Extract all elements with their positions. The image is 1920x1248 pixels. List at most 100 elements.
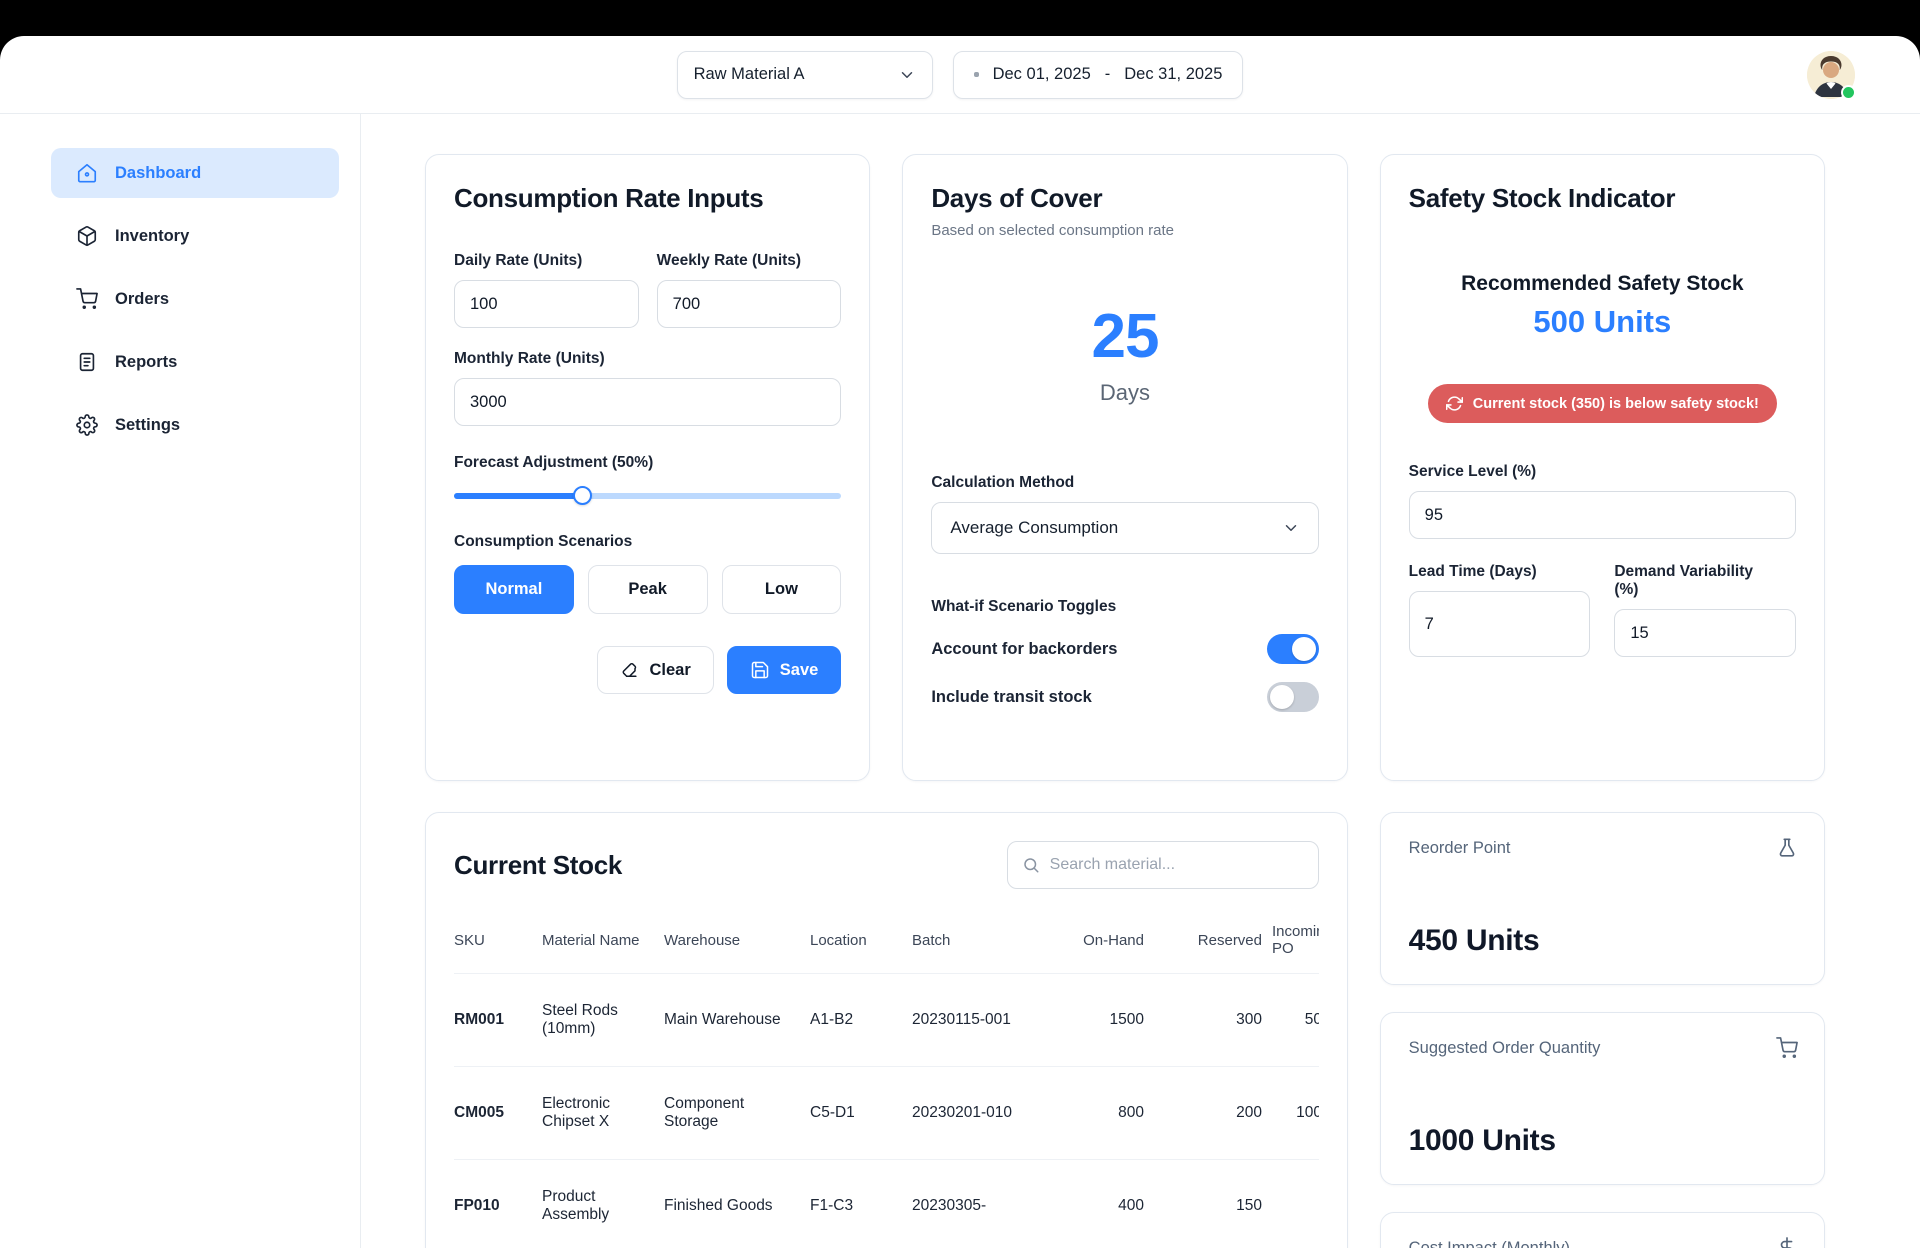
cell-sku: FP010 xyxy=(454,1159,542,1248)
weekly-rate-input[interactable] xyxy=(656,280,842,328)
daily-rate-label: Daily Rate (Units) xyxy=(454,252,583,269)
save-icon xyxy=(751,661,769,679)
date-range-separator: - xyxy=(1104,65,1111,83)
card-subtitle: Based on selected consumption rate xyxy=(931,222,1174,239)
kpi-stack: Reorder Point 450 Units Suggested Order … xyxy=(1379,812,1825,1248)
table-row[interactable]: FP010 Product Assembly Finished Goods F1… xyxy=(454,1159,1319,1248)
main-content: Consumption Rate Inputs Daily Rate (Unit… xyxy=(361,114,1920,1248)
column-header-on-hand: On-Hand xyxy=(1083,931,1144,949)
cell-on-hand: 800 xyxy=(1054,1066,1154,1160)
monthly-rate-label: Monthly Rate (Units) xyxy=(454,350,605,367)
flask-icon xyxy=(1779,838,1795,857)
date-range-start: Dec 01, 2025 xyxy=(992,65,1091,83)
forecast-adjustment-slider[interactable] xyxy=(454,486,842,505)
user-avatar[interactable] xyxy=(1807,51,1856,100)
home-icon xyxy=(77,163,97,183)
toggle-knob xyxy=(1269,685,1294,709)
sidebar-item-label: Reports xyxy=(115,352,178,371)
search-input[interactable] xyxy=(1049,856,1304,874)
cell-warehouse: Component Storage xyxy=(664,1066,810,1160)
reorder-point-value: 450 Units xyxy=(1408,924,1540,957)
sidebar-item-settings[interactable]: Settings xyxy=(51,400,339,450)
scenario-low-button[interactable]: Low xyxy=(721,565,842,614)
cart-icon xyxy=(76,288,98,309)
weekly-rate-label: Weekly Rate (Units) xyxy=(656,252,802,269)
demand-variability-input[interactable] xyxy=(1614,609,1796,657)
column-header-reserved: Reserved xyxy=(1197,931,1262,949)
monthly-rate-input[interactable] xyxy=(454,378,842,426)
column-header-material-name: Material Name xyxy=(542,931,640,949)
cell-material-name: Product Assembly xyxy=(542,1159,664,1248)
service-level-label: Service Level (%) xyxy=(1408,463,1537,480)
cell-location: A1-B2 xyxy=(810,973,912,1067)
cell-incoming: 50 xyxy=(1272,973,1319,1067)
calendar-dot-icon xyxy=(973,72,979,77)
search-box[interactable] xyxy=(1006,841,1319,889)
alert-text: Current stock (350) is below safety stoc… xyxy=(1472,395,1759,412)
slider-fill xyxy=(454,492,582,499)
slider-thumb[interactable] xyxy=(572,486,592,505)
sidebar: Dashboard Inventory Orders Reports Setti… xyxy=(0,114,361,1248)
backorders-toggle[interactable] xyxy=(1266,634,1319,664)
clear-button-label: Clear xyxy=(649,660,691,679)
card-title: Consumption Rate Inputs xyxy=(454,183,764,213)
recommended-safety-stock-value: 500 Units xyxy=(1533,304,1672,339)
table-row[interactable]: CM005 Electronic Chipset X Component Sto… xyxy=(454,1066,1319,1160)
column-header-incoming-po: Incoming PO xyxy=(1272,923,1319,957)
transit-stock-toggle[interactable] xyxy=(1266,682,1319,712)
lead-time-label: Lead Time (Days) xyxy=(1408,563,1537,580)
sidebar-item-label: Orders xyxy=(115,289,170,308)
days-of-cover-card: Days of Cover Based on selected consumpt… xyxy=(902,154,1348,781)
sidebar-item-dashboard[interactable]: Dashboard xyxy=(51,148,339,198)
transit-stock-toggle-label: Include transit stock xyxy=(931,687,1092,706)
slider-track[interactable] xyxy=(454,492,842,499)
column-header-warehouse: Warehouse xyxy=(664,931,741,949)
material-selector[interactable]: Raw Material A xyxy=(676,50,933,99)
calculation-method-select[interactable]: Average Consumption xyxy=(931,502,1319,554)
table-header-row: SKU Material Name Warehouse Location Bat… xyxy=(454,923,1319,974)
material-selector-value: Raw Material A xyxy=(693,65,805,83)
whatif-toggles-label: What-if Scenario Toggles xyxy=(931,598,1117,615)
sidebar-item-label: Dashboard xyxy=(115,163,202,182)
suggested-order-card: Suggested Order Quantity 1000 Units xyxy=(1379,1012,1825,1185)
cell-batch: 20230115-001 xyxy=(912,973,1054,1067)
current-stock-card: Current Stock SKU Material xyxy=(425,812,1348,1248)
cost-impact-card: Cost Impact (Monthly) xyxy=(1379,1212,1825,1248)
sidebar-item-label: Inventory xyxy=(115,226,190,245)
cell-on-hand: 1500 xyxy=(1054,973,1154,1067)
scenario-normal-button[interactable]: Normal xyxy=(454,565,574,614)
column-header-location: Location xyxy=(810,931,867,949)
app-window: Raw Material A Dec 01, 2025 - Dec 31, 20… xyxy=(0,36,1920,1248)
table-row[interactable]: RM001 Steel Rods (10mm) Main Warehouse A… xyxy=(454,973,1319,1067)
service-level-input[interactable] xyxy=(1408,491,1796,539)
refresh-icon xyxy=(1445,396,1463,411)
days-of-cover-unit: Days xyxy=(1099,380,1151,405)
date-range-picker[interactable]: Dec 01, 2025 - Dec 31, 2025 xyxy=(952,50,1244,99)
cell-location: F1-C3 xyxy=(810,1159,912,1248)
sidebar-item-orders[interactable]: Orders xyxy=(51,274,339,324)
cell-sku: RM001 xyxy=(454,973,542,1067)
gear-icon xyxy=(76,414,98,436)
reorder-point-card: Reorder Point 450 Units xyxy=(1379,812,1825,985)
column-header-sku: SKU xyxy=(454,931,485,949)
scenario-peak-button[interactable]: Peak xyxy=(587,565,708,614)
toggle-knob xyxy=(1291,637,1316,661)
forecast-adjustment-label: Forecast Adjustment (50%) xyxy=(454,454,654,471)
sidebar-item-inventory[interactable]: Inventory xyxy=(51,211,339,261)
suggested-order-label: Suggested Order Quantity xyxy=(1408,1039,1601,1057)
column-header-batch: Batch xyxy=(912,931,951,949)
daily-rate-input[interactable] xyxy=(454,280,639,328)
cell-on-hand: 400 xyxy=(1054,1159,1154,1248)
save-button[interactable]: Save xyxy=(726,646,842,694)
backorders-toggle-label: Account for backorders xyxy=(931,639,1118,658)
lead-time-input[interactable] xyxy=(1408,591,1591,657)
cell-location: C5-D1 xyxy=(810,1066,912,1160)
days-of-cover-value: 25 xyxy=(1091,302,1160,371)
cell-reserved: 150 xyxy=(1154,1159,1272,1248)
clear-button[interactable]: Clear xyxy=(596,646,714,694)
cell-warehouse: Finished Goods xyxy=(664,1159,810,1248)
cell-warehouse: Main Warehouse xyxy=(664,973,810,1067)
demand-variability-label: Demand Variability (%) xyxy=(1614,563,1754,598)
sidebar-item-reports[interactable]: Reports xyxy=(51,337,339,387)
online-status-dot xyxy=(1841,85,1856,100)
